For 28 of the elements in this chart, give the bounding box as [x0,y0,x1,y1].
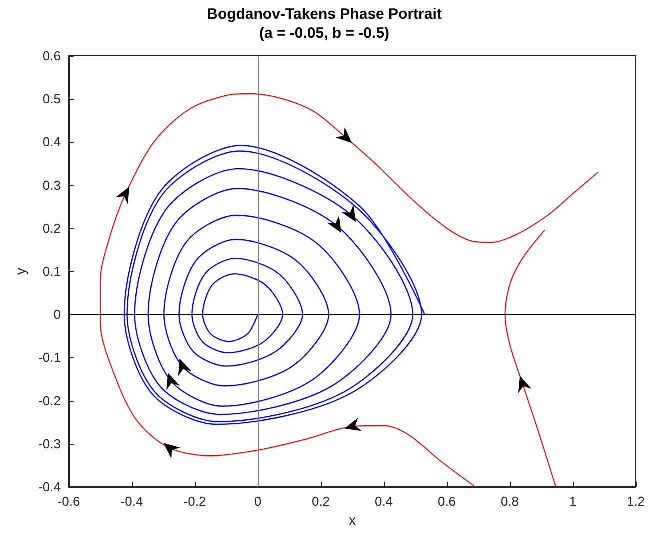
x-tick-label: 0 [254,494,262,509]
x-tick-label: -0.4 [120,494,144,509]
x-tick-label: 1 [569,494,577,509]
y-tick-label: 0.4 [42,134,61,150]
y-tick-label: -0.3 [38,436,61,452]
y-tick-label: -0.1 [38,350,61,366]
y-tick-label: 0.3 [42,178,61,193]
x-tick-label: 0.8 [500,494,520,509]
y-tick-label: -0.4 [38,480,61,494]
x-axis-title: x [349,512,356,528]
x-tick-label: 0.6 [438,494,456,509]
x-tick-label: -0.2 [184,494,206,509]
line-series [100,93,599,488]
y-tick-label: 0.5 [42,92,61,107]
y-tick-label: 0.2 [42,220,61,236]
chart-subtitle: (a = -0.05, b = -0.5) [259,25,390,42]
x-tick-label: 0.2 [312,494,330,509]
y-tick-label: 0.6 [42,48,61,64]
x-tick-label: -0.6 [58,494,80,509]
y-axis-title: y [12,268,29,275]
line-series [504,230,556,488]
y-tick-label: 0.1 [42,264,61,279]
chart-title: Bogdanov-Takens Phase Portrait [207,6,442,23]
y-tick-label: 0 [54,307,61,322]
y-tick-label: -0.2 [38,393,61,408]
line-series [124,145,426,426]
x-tick-label: 1.2 [626,494,646,509]
x-tick-label: 0.4 [374,494,394,509]
